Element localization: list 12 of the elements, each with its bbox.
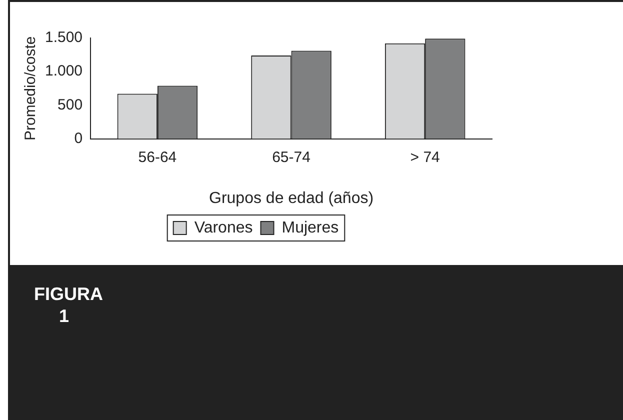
y-tick-label: 1.000: [44, 62, 83, 80]
y-tick-label: 1.500: [44, 29, 83, 46]
text: FIGURA 1: [34, 283, 103, 327]
y-tick-label: 0: [74, 130, 83, 147]
x-tick-label: > 74: [410, 148, 440, 166]
legend-label: Mujeres: [282, 219, 339, 236]
x-axis-title: Grupos de edad (años): [208, 190, 374, 207]
x-tick-label: 65-74: [272, 148, 310, 166]
legend-label: Varones: [194, 219, 253, 236]
y-axis-title: Promedio/coste: [22, 36, 40, 141]
x-tick-label: 56-64: [138, 148, 177, 166]
y-tick-label: 500: [58, 96, 83, 114]
